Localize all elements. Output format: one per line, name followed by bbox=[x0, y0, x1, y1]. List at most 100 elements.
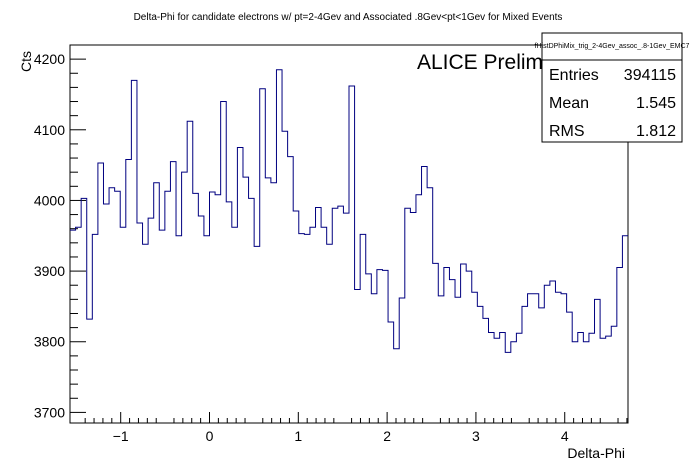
histogram-bin bbox=[516, 333, 522, 423]
plot-frame bbox=[69, 44, 629, 424]
y-tick-label: 3900 bbox=[34, 263, 65, 279]
histogram-bin bbox=[343, 213, 349, 423]
histogram-bin bbox=[237, 147, 243, 423]
histogram-bin bbox=[422, 167, 428, 423]
chart-title: Delta-Phi for candidate electrons w/ pt=… bbox=[134, 12, 563, 23]
histogram-bin bbox=[260, 89, 266, 423]
histogram-bin bbox=[360, 234, 366, 423]
y-tick-label: 4200 bbox=[34, 51, 65, 67]
stats-histogram-name: fHistDPhiMix_trig_2-4Gev_assoc_.8-1Gev_E… bbox=[535, 43, 690, 50]
histogram-bin bbox=[472, 292, 478, 423]
histogram-bin bbox=[578, 333, 584, 423]
histogram-bin bbox=[410, 212, 416, 423]
x-axis-label: Delta-Phi bbox=[567, 445, 625, 461]
histogram-bin bbox=[76, 227, 82, 423]
histogram-bin bbox=[589, 333, 595, 423]
histogram-bin bbox=[87, 319, 93, 423]
histogram-bin bbox=[377, 270, 383, 423]
y-axis: 3700 3800 3900 4000 4100 4200 bbox=[34, 44, 86, 420]
histogram-bin bbox=[176, 236, 182, 423]
histogram-bin bbox=[572, 342, 578, 423]
histogram-bin bbox=[109, 188, 115, 423]
histogram-bin bbox=[321, 227, 327, 423]
histogram-bin bbox=[433, 263, 439, 423]
histogram-bin bbox=[455, 297, 461, 423]
histogram-bin bbox=[388, 322, 394, 423]
histogram-bin bbox=[617, 268, 623, 423]
histogram-bin bbox=[126, 159, 132, 423]
histogram-bin bbox=[265, 178, 271, 423]
histogram-bin bbox=[371, 294, 377, 423]
y-tick-label: 4100 bbox=[34, 122, 65, 138]
histogram-bin bbox=[427, 188, 433, 423]
histogram-bin bbox=[98, 163, 104, 423]
histogram-bin bbox=[327, 244, 333, 423]
histogram-bin bbox=[299, 234, 305, 423]
stats-rms-value: 1.812 bbox=[636, 123, 676, 140]
histogram-bin bbox=[500, 333, 506, 423]
y-tick-label: 4000 bbox=[34, 192, 65, 208]
histogram-bin bbox=[143, 244, 149, 423]
histogram-bin bbox=[366, 274, 372, 423]
stats-box-frame bbox=[541, 32, 683, 143]
histogram-bin bbox=[249, 198, 255, 423]
histogram-bin bbox=[221, 102, 227, 423]
histogram-bin bbox=[483, 318, 489, 423]
histogram-bin bbox=[611, 326, 617, 423]
stats-rms-label: RMS bbox=[549, 123, 585, 140]
histogram-bin bbox=[81, 198, 87, 423]
histogram-bin bbox=[288, 157, 294, 423]
histogram-bin bbox=[276, 70, 282, 423]
x-tick-label: −1 bbox=[113, 428, 129, 444]
histogram-bin bbox=[92, 234, 98, 423]
histogram-bin bbox=[193, 193, 199, 423]
histogram-bin bbox=[405, 208, 411, 423]
histogram-bin bbox=[243, 177, 249, 423]
y-axis-label: Cts bbox=[18, 51, 34, 72]
histogram-bin bbox=[282, 131, 288, 423]
histogram-bin bbox=[70, 230, 76, 423]
histogram-bin bbox=[304, 234, 310, 423]
histogram-bin bbox=[338, 206, 344, 423]
stats-box: fHistDPhiMix_trig_2-4Gev_assoc_.8-1Gev_E… bbox=[535, 32, 690, 143]
histogram-bin bbox=[528, 294, 534, 423]
histogram-bin bbox=[600, 338, 606, 423]
histogram-bin bbox=[494, 338, 500, 423]
histogram-bin bbox=[477, 306, 483, 423]
histogram-bin bbox=[271, 183, 277, 423]
histogram-bin bbox=[154, 183, 160, 423]
histogram-bin bbox=[522, 306, 528, 423]
histogram-bin bbox=[226, 202, 232, 423]
histogram-bin bbox=[310, 227, 316, 423]
histogram-bin bbox=[606, 336, 612, 423]
stats-entries-label: Entries bbox=[549, 67, 599, 84]
histogram-bin bbox=[103, 204, 109, 423]
histogram-bin bbox=[215, 195, 221, 423]
histogram-bin bbox=[349, 86, 355, 423]
histogram-bin bbox=[595, 299, 601, 423]
histogram-bin bbox=[489, 333, 495, 423]
histogram-bin bbox=[539, 308, 545, 423]
histogram-bin bbox=[505, 352, 511, 423]
histogram-bin bbox=[254, 246, 260, 423]
histogram-bin bbox=[583, 342, 589, 423]
histogram-bin bbox=[115, 191, 121, 423]
histogram-bin bbox=[622, 236, 628, 423]
stats-mean-value: 1.545 bbox=[636, 95, 676, 112]
x-axis: −1 0 1 2 3 4 bbox=[84, 412, 628, 444]
histogram-bin bbox=[416, 195, 422, 423]
stats-mean-label: Mean bbox=[549, 95, 589, 112]
histogram-bin bbox=[567, 312, 573, 423]
histogram-bin bbox=[198, 216, 204, 423]
histogram-bin bbox=[137, 223, 143, 423]
histogram-bin bbox=[210, 192, 216, 423]
histogram-bin bbox=[466, 271, 472, 423]
histogram-bin bbox=[533, 294, 539, 423]
histogram-bin bbox=[120, 227, 126, 423]
y-tick-label: 3800 bbox=[34, 334, 65, 350]
histogram-bin bbox=[165, 191, 171, 423]
histogram-bin bbox=[355, 289, 361, 423]
histogram-bin bbox=[438, 296, 444, 423]
histogram-bin bbox=[148, 218, 154, 423]
histogram-line bbox=[70, 69, 628, 353]
